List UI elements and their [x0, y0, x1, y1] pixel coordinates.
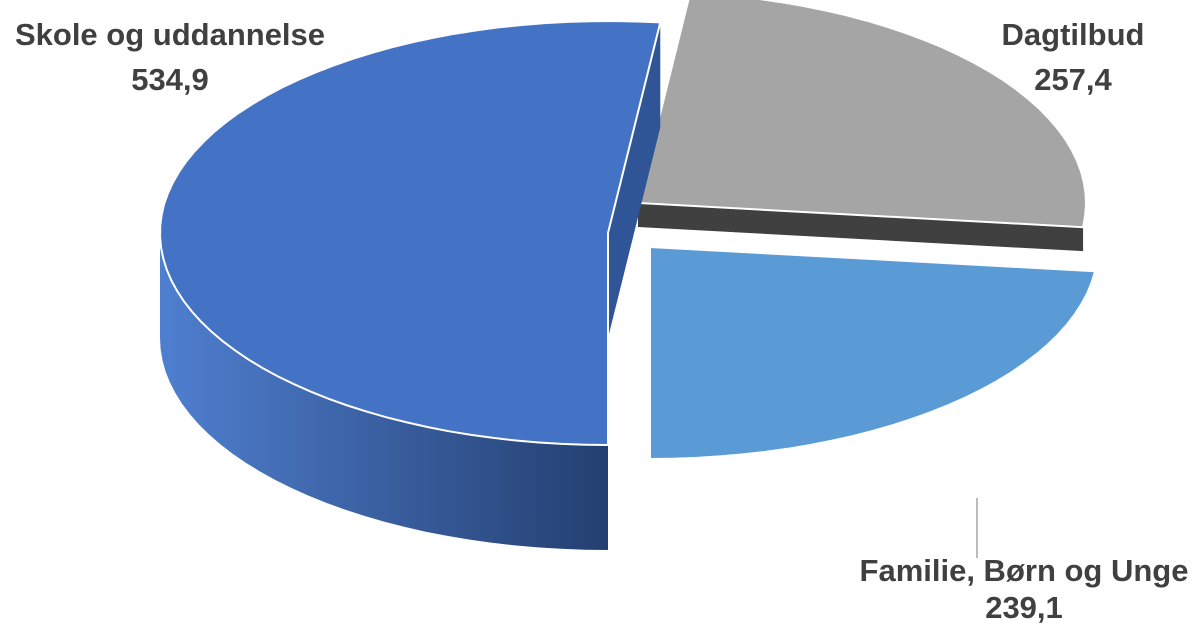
slice-label-dagtilbud: Dagtilbud [1002, 17, 1145, 52]
slice-value-familie: 239,1 [985, 590, 1063, 625]
slice-wall-dagtilbud [638, 203, 1084, 252]
slice-top-dagtilbud [636, 0, 1088, 229]
slice-wall-skole [608, 22, 661, 339]
slice-side-skole [160, 233, 608, 550]
slice-top-familie [649, 245, 1097, 461]
slice-label-skole: Skole og uddannelse [15, 17, 325, 52]
slice-top-skole [159, 19, 662, 447]
slice-label-familie: Familie, Børn og Unge [860, 553, 1189, 588]
slice-value-dagtilbud: 257,4 [1034, 62, 1112, 97]
slice-value-skole: 534,9 [131, 62, 209, 97]
